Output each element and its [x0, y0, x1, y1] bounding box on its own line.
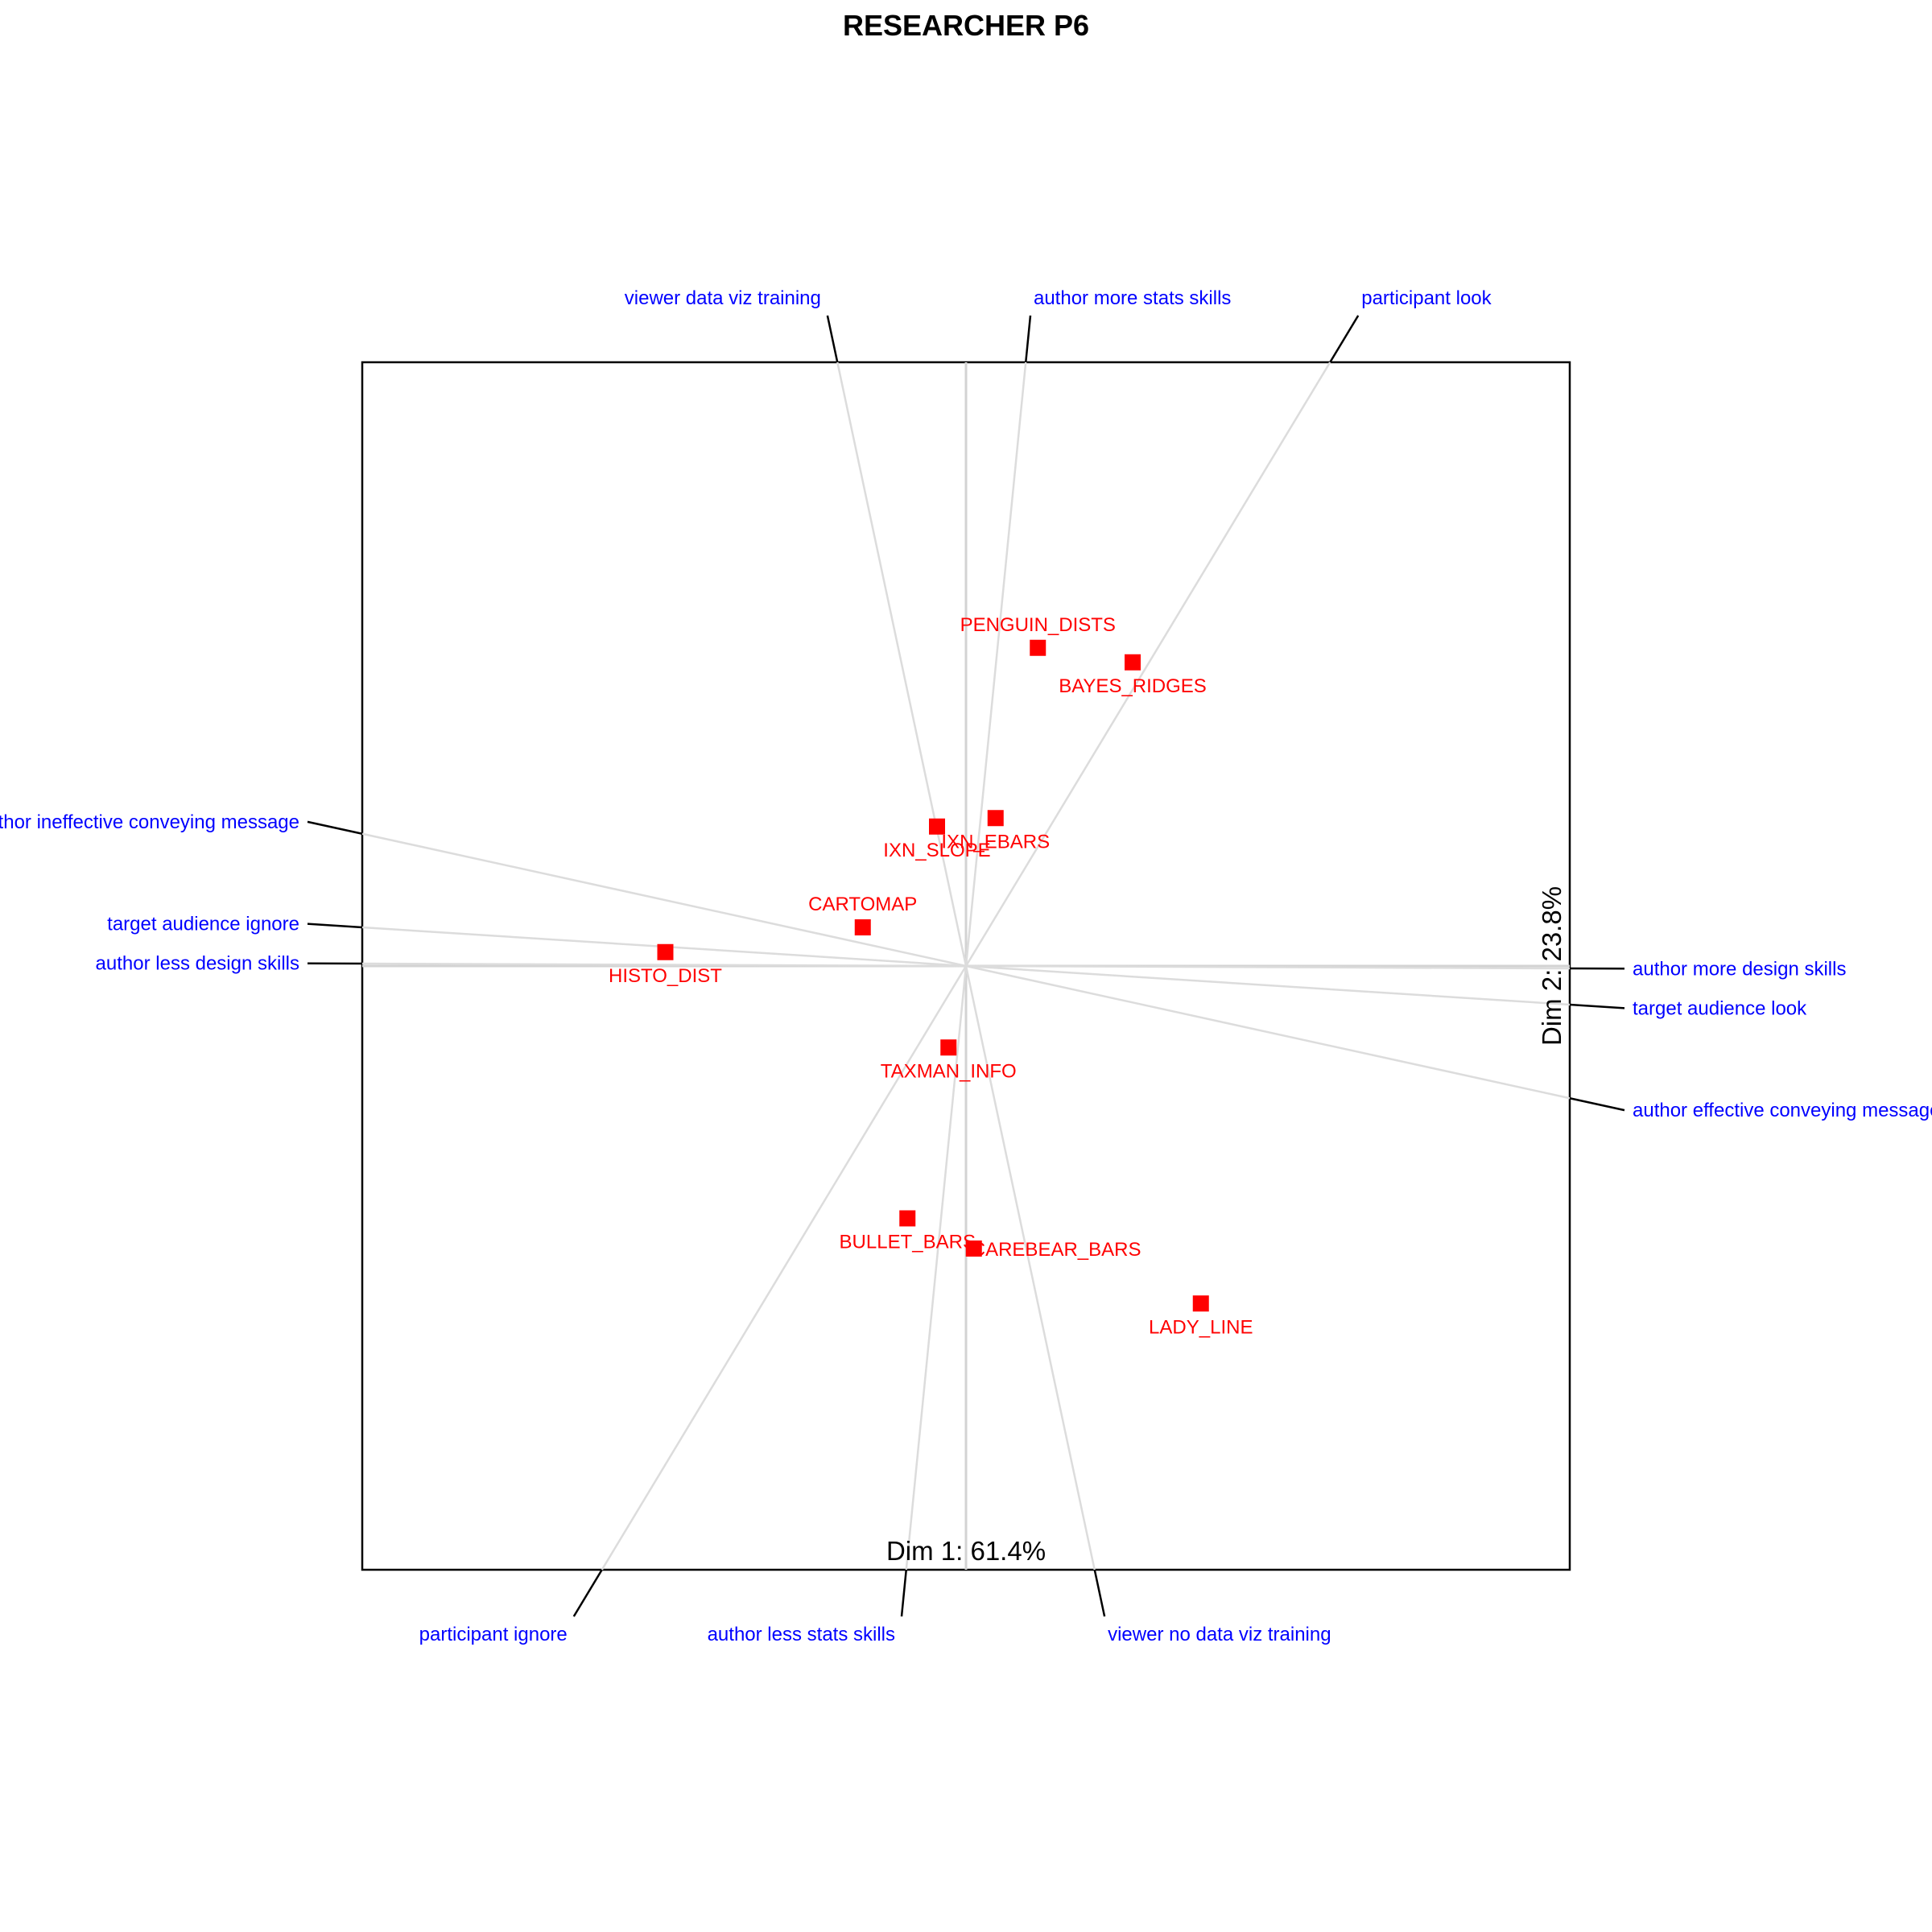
element-point-lady-line: [1192, 1295, 1209, 1312]
construct-label-author-effective-conveying-message: author effective conveying message: [1633, 1100, 1932, 1121]
construct-tick-author-ineffective-conveying-message: [307, 820, 363, 835]
element-label-bayes-ridges: BAYES_RIDGES: [1059, 675, 1207, 697]
construct-line-author-ineffective-conveying-message: [361, 832, 967, 968]
element-point-histo-dist: [657, 943, 674, 960]
construct-label-target-audience-look: target audience look: [1633, 997, 1807, 1019]
construct-label-target-audience-ignore: target audience ignore: [107, 914, 299, 935]
construct-line-author-more-stats-skills: [964, 361, 1027, 967]
x-axis-label: Dim 1: 61.4%: [886, 1536, 1046, 1566]
construct-tick-author-more-stats-skills: [1025, 315, 1032, 363]
element-point-bayes-ridges: [1125, 654, 1141, 671]
construct-tick-viewer-no-data-viz-training: [1093, 1569, 1106, 1617]
construct-label-author-more-design-skills: author more design skills: [1633, 958, 1846, 980]
construct-tick-participant-look: [1329, 315, 1360, 363]
construct-line-viewer-no-data-viz-training: [964, 965, 1096, 1571]
construct-line-participant-look: [964, 361, 1331, 967]
element-label-ixn-slope: IXN_SLOPE: [883, 840, 990, 861]
construct-label-author-less-stats-skills: author less stats skills: [708, 1624, 895, 1645]
construct-tick-author-less-stats-skills: [900, 1569, 907, 1617]
construct-label-viewer-data-viz-training: viewer data viz training: [625, 287, 821, 309]
element-point-bullet-bars: [899, 1210, 916, 1227]
element-label-bullet-bars: BULLET_BARS: [840, 1232, 976, 1253]
construct-tick-author-effective-conveying-message: [1569, 1097, 1625, 1112]
element-label-taxman-info: TAXMAN_INFO: [881, 1060, 1017, 1082]
construct-tick-target-audience-ignore: [307, 923, 363, 929]
plot-area: viewer data viz training author more stat…: [0, 287, 1932, 1645]
element-point-cartomap: [854, 919, 871, 935]
construct-line-viewer-data-viz-training: [836, 361, 968, 967]
element-point-taxman-info: [940, 1039, 957, 1056]
construct-tick-participant-ignore: [572, 1569, 603, 1617]
construct-label-author-more-stats-skills: author more stats skills: [1034, 287, 1231, 309]
construct-line-author-effective-conveying-message: [965, 964, 1571, 1100]
construct-tick-target-audience-look: [1569, 1003, 1625, 1009]
element-point-penguin-dists: [1030, 639, 1046, 656]
element-point-ixn-ebars: [987, 810, 1004, 827]
construct-line-author-less-stats-skills: [905, 965, 968, 1571]
construct-label-author-ineffective-conveying-message: author ineffective conveying message: [0, 811, 299, 833]
construct-line-author-less-design-skills: [361, 962, 967, 968]
element-label-lady-line: LADY_LINE: [1149, 1316, 1253, 1338]
construct-label-viewer-no-data-viz-training: viewer no data viz training: [1108, 1624, 1331, 1645]
construct-line-target-audience-look: [965, 964, 1571, 1006]
element-label-histo-dist: HISTO_DIST: [609, 965, 722, 987]
y-axis-label: Dim 2: 23.8%: [1537, 886, 1567, 1046]
element-label-penguin-dists: PENGUIN_DISTS: [960, 614, 1116, 636]
construct-line-participant-ignore: [601, 965, 968, 1571]
element-point-carebear-bars: [965, 1241, 982, 1257]
construct-label-participant-look: participant look: [1361, 287, 1492, 309]
element-label-carebear-bars: CAREBEAR_BARS: [972, 1239, 1141, 1261]
construct-label-participant-ignore: participant ignore: [419, 1624, 568, 1645]
construct-line-author-more-design-skills: [965, 964, 1571, 970]
construct-tick-viewer-data-viz-training: [826, 315, 839, 363]
element-point-ixn-slope: [929, 818, 945, 835]
element-label-ixn-ebars: IXN_EBARS: [941, 831, 1050, 852]
construct-label-author-less-design-skills: author less design skills: [96, 953, 299, 975]
chart-title: RESEARCHER P6: [843, 9, 1089, 42]
element-label-cartomap: CARTOMAP: [808, 894, 917, 915]
